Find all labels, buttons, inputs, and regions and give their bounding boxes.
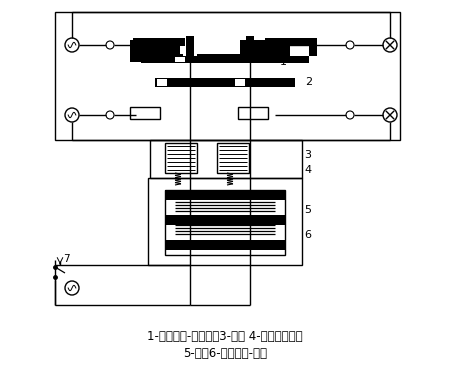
Bar (309, 38, 317, 56)
Text: 6: 6 (304, 230, 311, 240)
Bar (130, 40, 180, 54)
Bar (130, 54, 290, 62)
Bar (165, 190, 285, 255)
Bar (175, 57, 185, 62)
Bar (141, 56, 309, 63)
Text: 1: 1 (280, 57, 287, 67)
Bar (165, 143, 197, 173)
Bar (133, 38, 185, 46)
Bar (183, 54, 197, 62)
Bar (165, 190, 285, 200)
Bar (157, 79, 167, 86)
Bar (165, 240, 285, 250)
Bar (148, 178, 302, 265)
Text: 1-常闭触头-常开触头3-衔铁 4-反作用力弹簧: 1-常闭触头-常开触头3-衔铁 4-反作用力弹簧 (147, 330, 303, 343)
Bar (265, 38, 317, 46)
Text: 4: 4 (304, 165, 311, 175)
Bar (246, 36, 254, 56)
Text: 2: 2 (305, 77, 312, 87)
Bar (238, 107, 268, 119)
Bar (225, 78, 295, 87)
Bar (165, 215, 285, 225)
Text: 5-铁芯6-电磁线圈-按钮: 5-铁芯6-电磁线圈-按钮 (183, 347, 267, 360)
Bar (186, 36, 194, 56)
Bar (133, 38, 141, 56)
Text: 5: 5 (304, 205, 311, 215)
Bar (55, 12, 400, 140)
Bar (240, 40, 290, 54)
Bar (235, 79, 245, 86)
Text: 3: 3 (304, 150, 311, 160)
Bar (155, 78, 225, 87)
Bar (217, 143, 249, 173)
Text: 7: 7 (63, 254, 69, 264)
Bar (130, 107, 160, 119)
Bar (150, 140, 302, 178)
